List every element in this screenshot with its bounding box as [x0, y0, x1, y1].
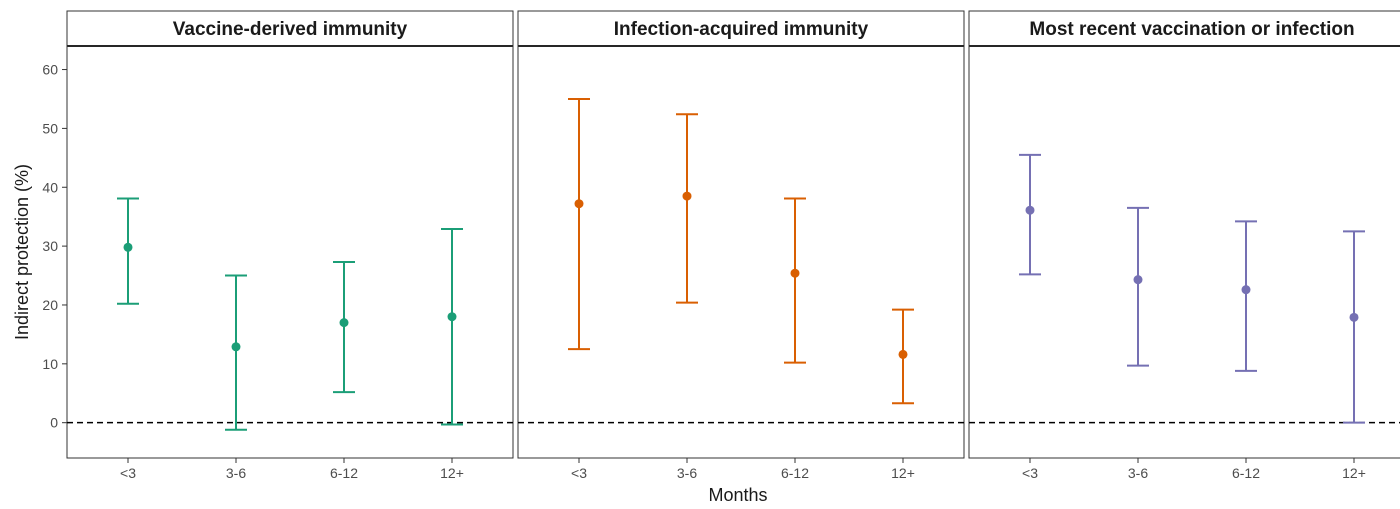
panels-layer: 0 10 20 30 40 50 60 Vaccine-derived immunity <3 3… — [42, 10, 1400, 481]
estimate-point — [1025, 205, 1035, 215]
x-tick-label: 12+ — [1342, 465, 1366, 481]
error-bar — [333, 261, 355, 394]
x-tick-label: 6-12 — [330, 465, 358, 481]
y-tick-label: 10 — [42, 356, 58, 372]
error-bar — [1127, 206, 1149, 367]
estimate-point — [682, 191, 692, 201]
x-axis-title: Months — [708, 485, 767, 504]
x-tick-label: <3 — [120, 465, 136, 481]
panel-3: Most recent vaccination or infection <3 3-… — [968, 10, 1400, 481]
panel-title: Infection-acquired immunity — [614, 19, 869, 40]
x-tick-label: 12+ — [891, 465, 915, 481]
y-tick-label: 30 — [42, 238, 58, 254]
estimate-point — [898, 349, 908, 359]
panel-border — [968, 45, 1400, 459]
error-bar — [1343, 230, 1365, 424]
estimate-point — [123, 242, 133, 252]
estimate-point — [231, 342, 241, 352]
x-tick-label: <3 — [571, 465, 587, 481]
panel-border — [517, 45, 965, 459]
y-axis-title: Indirect protection (%) — [12, 164, 32, 340]
estimate-point — [574, 199, 584, 209]
x-tick-label: 3-6 — [1128, 465, 1148, 481]
x-tick-label: 6-12 — [1232, 465, 1260, 481]
error-bar — [676, 113, 698, 304]
estimate-point — [790, 268, 800, 278]
panel-title: Most recent vaccination or infection — [1029, 19, 1354, 40]
estimate-point — [1133, 275, 1143, 285]
x-tick-label: 12+ — [440, 465, 464, 481]
y-tick-label: 0 — [50, 415, 58, 431]
estimate-point — [447, 312, 457, 322]
panel-title: Vaccine-derived immunity — [173, 19, 408, 40]
y-tick-label: 40 — [42, 179, 58, 195]
y-tick-label: 50 — [42, 120, 58, 136]
x-tick-label: 6-12 — [781, 465, 809, 481]
panel-1: Vaccine-derived immunity <3 3-6 6-12 12+ — [66, 10, 514, 481]
estimate-point — [1241, 285, 1251, 295]
x-tick-label: <3 — [1022, 465, 1038, 481]
panel-border — [66, 45, 514, 459]
panel-2: Infection-acquired immunity <3 3-6 6-12 12+ — [517, 10, 965, 481]
y-tick-label: 60 — [42, 62, 58, 78]
y-tick-label: 20 — [42, 297, 58, 313]
error-bar — [117, 197, 139, 305]
x-tick-label: 3-6 — [226, 465, 246, 481]
error-bar — [1235, 220, 1257, 372]
x-tick-label: 3-6 — [677, 465, 697, 481]
error-bar — [225, 274, 247, 431]
error-bar — [1019, 153, 1041, 276]
error-bar — [568, 97, 590, 351]
estimate-point — [339, 318, 349, 328]
error-bar — [892, 308, 914, 405]
error-bar — [784, 197, 806, 364]
error-bar — [441, 228, 463, 426]
estimate-point — [1349, 312, 1359, 322]
panel-strip — [968, 10, 1400, 47]
